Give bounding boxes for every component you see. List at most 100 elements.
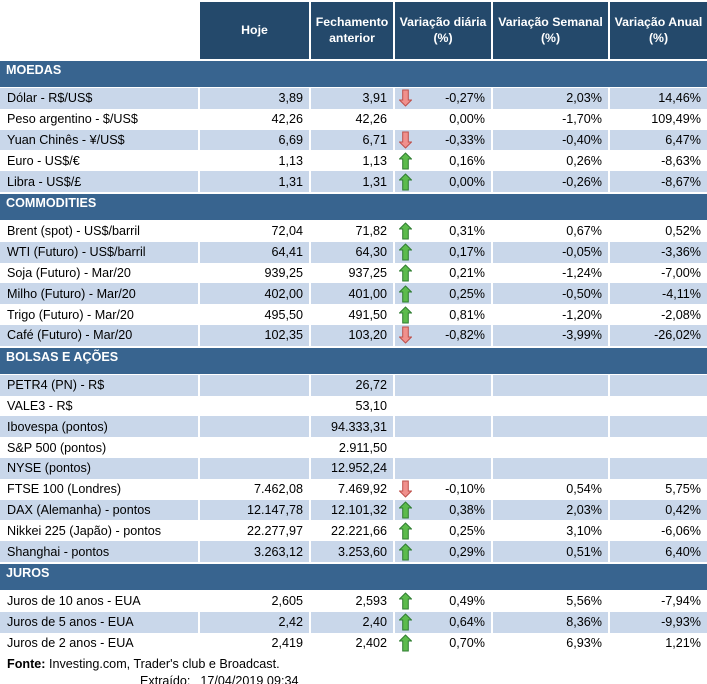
variacao-semanal-value: 0,51% <box>493 541 610 562</box>
source-line: Fonte: Investing.com, Trader's club e Br… <box>7 656 707 672</box>
variacao-semanal-value: 2,03% <box>493 499 610 521</box>
variacao-anual-value: 6,47% <box>610 129 707 151</box>
table-row: Soja (Futuro) - Mar/20 939,25 937,25 0,21% -… <box>0 262 707 284</box>
fechamento-anterior-value: 2.911,50 <box>311 437 395 458</box>
up-arrow-icon <box>399 522 412 540</box>
variacao-diaria-value: 0,31% <box>395 220 493 242</box>
up-arrow-icon <box>399 592 412 610</box>
table-row: WTI (Futuro) - US$/barril 64,41 64,30 0,17%… <box>0 241 707 263</box>
hoje-value: 939,25 <box>200 262 311 284</box>
hoje-value <box>200 437 311 458</box>
table-row: Juros de 10 anos - EUA 2,605 2,593 0,49% 5,5… <box>0 590 707 612</box>
section-header-commodities: COMMODITIES <box>0 192 707 221</box>
fechamento-anterior-value: 103,20 <box>311 324 395 346</box>
row-label: Brent (spot) - US$/barril <box>0 220 200 242</box>
up-arrow-icon <box>399 543 412 561</box>
column-header-variacao-semanal: Variação Semanal (%) <box>493 2 610 59</box>
row-label: Euro - US$/€ <box>0 150 200 172</box>
hoje-value <box>200 416 311 438</box>
variacao-diaria-value <box>395 416 493 438</box>
variacao-anual-value: -4,11% <box>610 283 707 305</box>
column-header-row: Hoje Fechamento anterior Variação diária… <box>0 2 707 59</box>
variacao-semanal-value: 0,26% <box>493 150 610 172</box>
section-header-juros: JUROS <box>0 562 707 591</box>
variacao-diaria-value: 0,25% <box>395 520 493 542</box>
up-arrow-icon <box>399 264 412 282</box>
row-label: VALE3 - R$ <box>0 395 200 417</box>
hoje-value <box>200 395 311 417</box>
variacao-diaria-value <box>395 374 493 396</box>
row-label: DAX (Alemanha) - pontos <box>0 499 200 521</box>
table-row: Café (Futuro) - Mar/20 102,35 103,20 -0,82%… <box>0 324 707 346</box>
fechamento-anterior-value: 401,00 <box>311 283 395 305</box>
row-label: Soja (Futuro) - Mar/20 <box>0 262 200 284</box>
variacao-anual-value <box>610 396 707 417</box>
column-header-variacao-diaria: Variação diária (%) <box>395 2 493 59</box>
hoje-value: 42,26 <box>200 108 311 130</box>
row-label: Milho (Futuro) - Mar/20 <box>0 283 200 305</box>
row-label: Café (Futuro) - Mar/20 <box>0 324 200 346</box>
row-label: Juros de 10 anos - EUA <box>0 590 200 612</box>
variacao-anual-value: -26,02% <box>610 324 707 346</box>
variacao-semanal-value: 2,03% <box>493 88 610 109</box>
variacao-diaria-value: -0,27% <box>395 88 493 109</box>
extracted-line: Extraído: 17/04/2019 09:34 <box>7 673 707 684</box>
variacao-anual-value <box>610 437 707 458</box>
fechamento-anterior-value: 2,402 <box>311 632 395 654</box>
table-row: NYSE (pontos) 12.952,24 <box>0 457 707 479</box>
hoje-value: 3.263,12 <box>200 541 311 562</box>
up-arrow-icon <box>399 152 412 170</box>
source-text: Investing.com, Trader's club e Broadcast… <box>45 657 280 672</box>
hoje-value: 1,13 <box>200 150 311 172</box>
hoje-value: 495,50 <box>200 304 311 325</box>
variacao-anual-value: -3,36% <box>610 241 707 263</box>
hoje-value: 6,69 <box>200 129 311 151</box>
variacao-anual-value: 109,49% <box>651 112 701 127</box>
fechamento-anterior-value: 491,50 <box>311 304 395 325</box>
down-arrow-icon <box>399 326 412 344</box>
variacao-diaria-value: 0,38% <box>395 499 493 521</box>
down-arrow-icon <box>399 131 412 149</box>
hoje-value <box>200 457 311 479</box>
variacao-diaria-value: 0,21% <box>395 262 493 284</box>
up-arrow-icon <box>399 173 412 191</box>
variacao-semanal-value <box>493 457 610 479</box>
variacao-semanal-value: -0,26% <box>493 171 610 192</box>
variacao-semanal-value <box>493 395 610 417</box>
variacao-diaria-value: -0,82% <box>395 324 493 346</box>
variacao-anual-value: -8,63% <box>661 153 701 168</box>
variacao-semanal-value: -1,24% <box>493 262 610 284</box>
fechamento-anterior-value: 1,13 <box>311 150 395 172</box>
variacao-diaria-value: 0,81% <box>395 304 493 325</box>
hoje-value: 64,41 <box>200 241 311 263</box>
up-arrow-icon <box>399 306 412 324</box>
table-row: Nikkei 225 (Japão) - pontos 22.277,97 22.2… <box>0 520 707 542</box>
hoje-value: 72,04 <box>200 220 311 242</box>
variacao-anual-value: -7,94% <box>661 594 701 609</box>
variacao-anual-value: -2,08% <box>661 307 701 322</box>
fechamento-anterior-value: 53,10 <box>311 395 395 417</box>
table-row: Yuan Chinês - ¥/US$ 6,69 6,71 -0,33% -0,40% 6… <box>0 129 707 151</box>
variacao-diaria-value: 0,00% <box>395 171 493 192</box>
variacao-anual-value: 6,40% <box>610 541 707 562</box>
up-arrow-icon <box>399 501 412 519</box>
hoje-value: 1,31 <box>200 171 311 192</box>
fechamento-anterior-value: 94.333,31 <box>311 416 395 438</box>
fechamento-anterior-value: 12.952,24 <box>311 457 395 479</box>
row-label: Libra - US$/£ <box>0 171 200 192</box>
hoje-value: 2,419 <box>200 632 311 654</box>
table-row: Juros de 2 anos - EUA 2,419 2,402 0,70% 6,93… <box>0 632 707 654</box>
row-label: Juros de 2 anos - EUA <box>0 632 200 654</box>
row-label: Dólar - R$/US$ <box>0 88 200 109</box>
row-label: NYSE (pontos) <box>0 457 200 479</box>
variacao-anual-value: 0,52% <box>665 224 701 239</box>
row-label: Peso argentino - $/US$ <box>0 108 200 130</box>
variacao-semanal-value: -1,70% <box>493 108 610 130</box>
extracted-timestamp: 17/04/2019 09:34 <box>200 673 299 684</box>
table-row: DAX (Alemanha) - pontos 12.147,78 12.101,3… <box>0 499 707 521</box>
table-row: FTSE 100 (Londres) 7.462,08 7.469,92 -0,10%… <box>0 478 707 500</box>
variacao-diaria-value: 0,25% <box>395 283 493 305</box>
up-arrow-icon <box>399 222 412 240</box>
row-label: Trigo (Futuro) - Mar/20 <box>0 304 200 325</box>
